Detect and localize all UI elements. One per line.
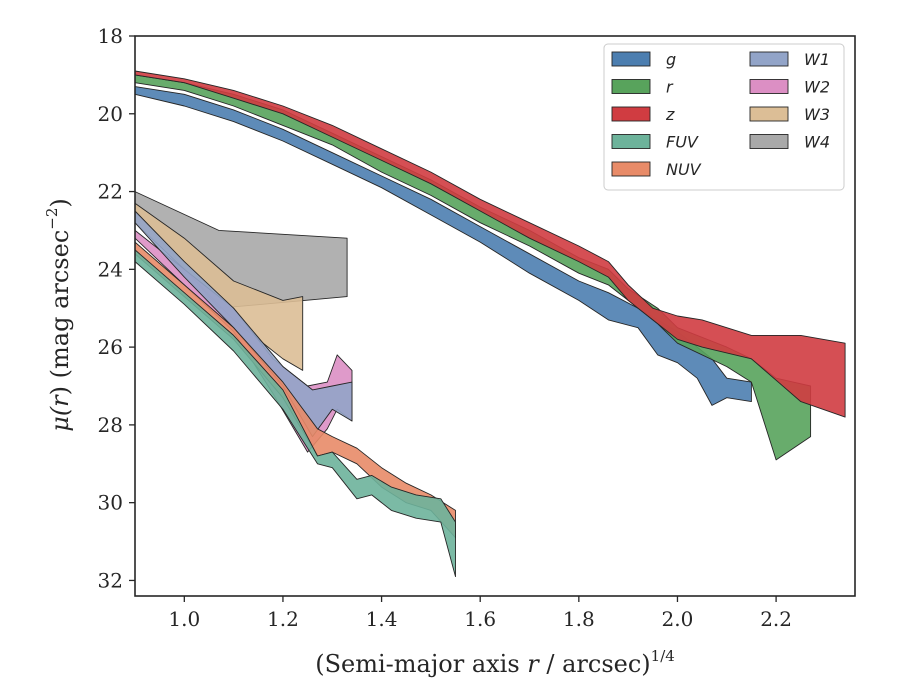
band-w1	[134, 210, 353, 438]
legend-label-w2: W2	[804, 78, 830, 97]
y-axis-label: μ(r) (mag arcsec−2)	[43, 198, 74, 432]
band-fuv	[134, 249, 456, 578]
legend: grz FUV NUV W1 W2 W3 W4	[603, 43, 845, 191]
x-axis-ticks: 1.0 1.2 1.4 1.6 1.8 2.0 2.2	[168, 596, 792, 631]
y-tick-label: 32	[98, 568, 123, 592]
band-z	[134, 70, 846, 418]
x-tick-label: 1.0	[168, 607, 200, 631]
legend-swatch-w3	[749, 106, 789, 122]
legend-swatch-nuv	[611, 161, 651, 177]
legend-swatch-g	[611, 51, 651, 67]
legend-swatch-w2	[749, 79, 789, 94]
legend-label-g: g	[666, 50, 676, 69]
x-tick-label: 2.0	[662, 607, 694, 631]
legend-label-w3: W3	[804, 105, 830, 124]
legend-swatch-r	[611, 79, 651, 94]
x-axis-label: (Semi-major axis r / arcsec)1/4	[315, 647, 675, 678]
legend-swatch-w4	[749, 134, 789, 149]
x-tick-label: 1.4	[366, 607, 398, 631]
legend-label-w4: W4	[804, 133, 830, 152]
series-bands	[134, 70, 846, 578]
y-tick-label: 22	[98, 180, 123, 204]
y-axis-ticks: 18 20 22 24 26 28 30 32	[98, 24, 135, 592]
x-tick-label: 2.2	[760, 607, 792, 631]
x-tick-label: 1.8	[563, 607, 595, 631]
y-tick-label: 30	[98, 491, 123, 515]
y-tick-label: 24	[98, 257, 123, 281]
plot-frame	[134, 35, 856, 597]
y-tick-label: 28	[98, 413, 123, 437]
band-g	[134, 86, 752, 406]
legend-label-fuv: FUV	[666, 133, 699, 152]
legend-swatch-w1	[749, 51, 789, 67]
y-tick-label: 26	[98, 335, 123, 359]
x-tick-label: 1.2	[267, 607, 299, 631]
legend-label-r: r	[666, 78, 674, 97]
legend-label-z: z	[665, 105, 675, 124]
x-tick-label: 1.6	[464, 607, 496, 631]
legend-swatch-fuv	[611, 134, 651, 149]
y-tick-label: 20	[98, 102, 123, 126]
legend-label-nuv: NUV	[666, 160, 702, 179]
y-tick-label: 18	[98, 24, 123, 48]
legend-swatch-z	[611, 106, 651, 122]
legend-label-w1: W1	[804, 50, 830, 69]
